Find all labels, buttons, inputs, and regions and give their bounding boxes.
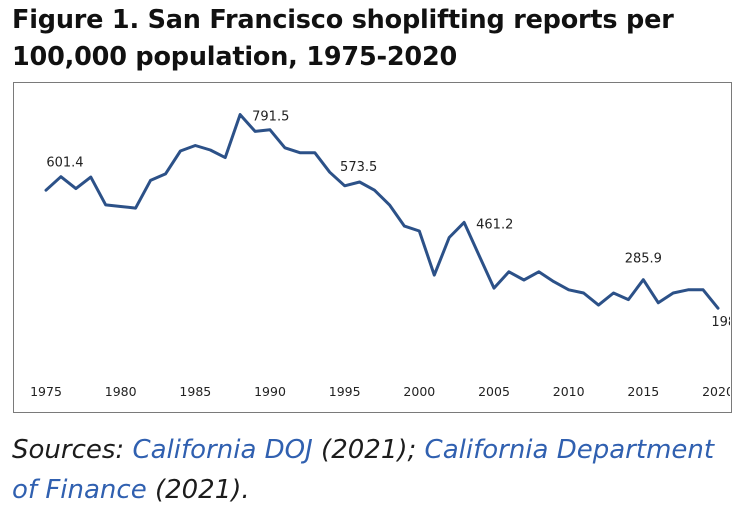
sources-suffix: (2021). xyxy=(146,475,250,505)
california-doj-link[interactable]: California DOJ xyxy=(132,435,313,465)
sources-note: Sources: California DOJ (2021); Californ… xyxy=(12,430,742,510)
x-tick-2010: 2010 xyxy=(553,384,585,399)
x-tick-2000: 2000 xyxy=(403,384,435,399)
data-label-1976: 601.4 xyxy=(46,156,83,171)
series-line xyxy=(44,113,720,310)
x-tick-2015: 2015 xyxy=(627,384,659,399)
x-tick-1995: 1995 xyxy=(329,384,361,399)
data-label-2003: 461.2 xyxy=(476,217,513,232)
data-label-1988: 791.5 xyxy=(252,110,289,125)
x-tick-1980: 1980 xyxy=(105,384,137,399)
x-tick-1985: 1985 xyxy=(179,384,211,399)
data-label-1995: 573.5 xyxy=(340,160,377,175)
series-layer xyxy=(44,113,720,310)
annotation-layer: 601.4 791.5 573.5 461.2 285.9 198.4 xyxy=(46,110,730,331)
data-label-2015: 285.9 xyxy=(625,252,662,267)
x-tick-1975: 1975 xyxy=(30,384,62,399)
figure-title: Figure 1. San Francisco shoplifting repo… xyxy=(12,5,674,72)
sources-prefix: Sources: xyxy=(12,435,133,465)
x-tick-1990: 1990 xyxy=(254,384,286,399)
data-label-2020: 198.4 xyxy=(711,315,730,330)
x-tick-2020: 2020 xyxy=(702,384,730,399)
sources-mid: (2021); xyxy=(312,435,425,465)
dept-of-finance-link[interactable]: California Department of Finance xyxy=(12,435,715,505)
x-axis-ticks: 1975 1980 1985 1990 1995 2000 2005 2010 2015 2020 xyxy=(30,384,730,399)
x-tick-2005: 2005 xyxy=(478,384,510,399)
